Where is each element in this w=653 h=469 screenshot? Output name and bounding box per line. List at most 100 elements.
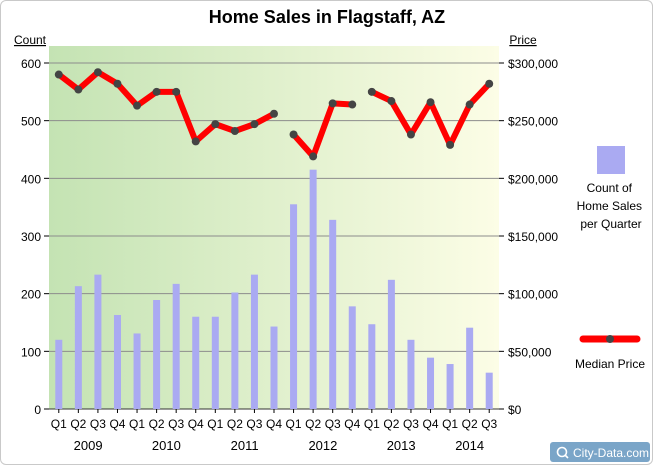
right-axis-label: Price [509, 33, 537, 47]
legend-label-median: Median Price [575, 357, 645, 371]
median-price-point [113, 79, 122, 88]
bar [329, 219, 337, 409]
right-tick-label: $250,000 [508, 115, 558, 129]
legend-swatch-median-marker [606, 335, 614, 343]
x-year-label: 2009 [74, 438, 103, 453]
bar [427, 357, 435, 409]
left-axis-label: Count [14, 33, 47, 47]
median-price-point [348, 100, 357, 109]
legend-count-line-2: Home Sales [577, 199, 642, 213]
left-tick-label: 200 [21, 288, 41, 302]
bar [348, 306, 356, 409]
right-tick-label: $200,000 [508, 172, 558, 186]
right-tick-label: $150,000 [508, 230, 558, 244]
x-tick-label: Q4 [109, 417, 125, 431]
legend-count-line-1: Count of [587, 181, 633, 195]
median-price-point [367, 87, 376, 96]
median-price-point [250, 120, 259, 129]
watermark: City-Data.com [550, 442, 650, 462]
x-year-label: 2010 [152, 438, 181, 453]
median-price-point [230, 127, 239, 136]
x-tick-label: Q4 [266, 417, 282, 431]
x-tick-label: Q4 [188, 417, 204, 431]
x-axis-ticks: Q1 Q2 Q3 Q4 Q1 Q2 Q3 Q4 Q1 Q2 Q3 Q4 Q1 Q2 Q3 Q4 Q1 Q2 Q3 Q4… [51, 409, 498, 431]
median-price-point [426, 98, 435, 107]
x-tick-label: Q4 [344, 417, 360, 431]
x-tick-label: Q1 [364, 417, 380, 431]
right-tick-label: $50,000 [508, 345, 552, 359]
left-tick-label: 600 [21, 57, 41, 71]
x-tick-label: Q1 [286, 417, 302, 431]
bar [485, 372, 493, 409]
bar-series [55, 169, 493, 409]
right-axis-ticks: $0 $50,000 $100,000 $150,000 $200,000 $250,00… [499, 57, 558, 417]
right-tick-label: $300,000 [508, 57, 558, 71]
median-price-point [93, 68, 102, 77]
x-tick-label: Q3 [325, 417, 341, 431]
x-tick-label: Q1 [129, 417, 145, 431]
bar [466, 327, 474, 409]
bar [55, 339, 63, 409]
x-tick-label: Q2 [305, 417, 321, 431]
median-price-point [152, 87, 161, 96]
x-tick-label: Q2 [227, 417, 243, 431]
bar [153, 300, 161, 409]
watermark-badge [550, 442, 650, 462]
bar [172, 283, 180, 409]
median-price-point [446, 140, 455, 149]
median-price-point [74, 85, 83, 94]
x-tick-label: Q3 [246, 417, 262, 431]
left-tick-label: 0 [34, 403, 41, 417]
right-tick-label: $0 [508, 403, 522, 417]
bar [368, 324, 376, 409]
median-price-point [328, 99, 337, 108]
bar [133, 333, 141, 409]
x-tick-label: Q2 [462, 417, 478, 431]
median-price-point [133, 101, 142, 110]
bar [407, 339, 415, 409]
chart-title: Home Sales in Flagstaff, AZ [209, 7, 445, 27]
median-price-point [211, 120, 220, 129]
bar [446, 364, 454, 409]
bar [270, 326, 278, 409]
watermark-text: City-Data.com [573, 446, 649, 460]
x-tick-label: Q2 [70, 417, 86, 431]
bar [211, 316, 219, 409]
x-year-label: 2012 [308, 438, 337, 453]
bar [309, 169, 317, 409]
bar [250, 274, 258, 409]
x-axis-years: 2009 2010 2011 2012 2013 2014 [74, 438, 484, 453]
median-price-point [387, 97, 396, 106]
line-series [54, 68, 494, 161]
x-tick-label: Q2 [149, 417, 165, 431]
bar [94, 274, 102, 409]
left-axis-ticks: 0 100 200 300 400 500 600 [21, 57, 49, 417]
x-tick-label: Q3 [481, 417, 497, 431]
median-price-point [172, 87, 181, 96]
bar [192, 316, 200, 409]
x-tick-label: Q3 [168, 417, 184, 431]
x-year-label: 2011 [231, 438, 259, 453]
median-price-point [406, 130, 415, 139]
x-tick-label: Q1 [51, 417, 67, 431]
left-tick-label: 300 [21, 230, 41, 244]
x-year-label: 2013 [387, 438, 416, 453]
legend-swatch-count [597, 146, 625, 174]
x-tick-label: Q3 [90, 417, 106, 431]
x-tick-label: Q2 [383, 417, 399, 431]
median-price-point [289, 130, 298, 139]
bar [231, 292, 239, 409]
left-tick-label: 500 [21, 115, 41, 129]
search-icon-handle [564, 454, 569, 459]
x-tick-label: Q1 [442, 417, 458, 431]
x-tick-label: Q3 [403, 417, 419, 431]
bar [290, 204, 298, 409]
x-year-label: 2014 [455, 438, 484, 453]
gridlines [49, 62, 499, 410]
median-price-point [465, 100, 474, 109]
bar [387, 279, 395, 409]
median-price-line-segment [290, 100, 356, 160]
bar [113, 315, 121, 409]
